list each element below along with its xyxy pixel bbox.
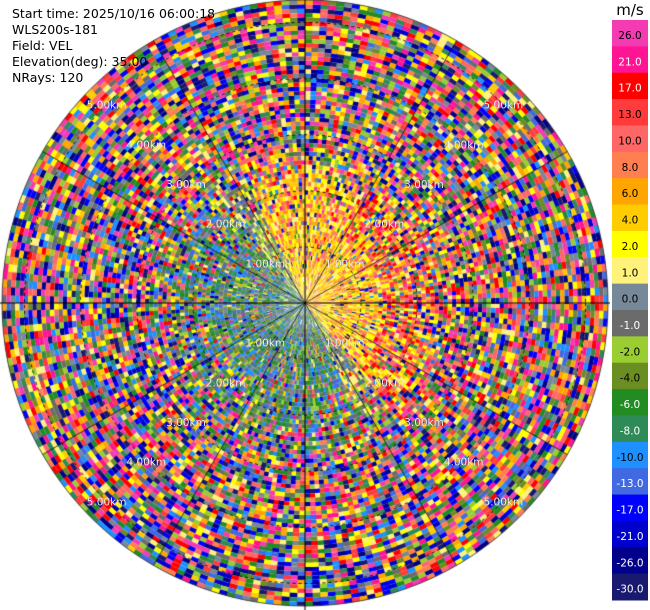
colorbar-tick-label: -4.0 — [620, 373, 641, 385]
elevation-label: Elevation(deg): 35.00 — [12, 54, 148, 69]
radar-ppi-plot — [0, 0, 610, 610]
colorbar-tick-label: -21.0 — [616, 531, 643, 543]
colorbar-unit: m/s — [616, 1, 644, 19]
colorbar-tick-label: -30.0 — [616, 584, 643, 596]
colorbar-segment — [612, 415, 648, 443]
colorbar-segment — [612, 72, 648, 100]
colorbar-segment — [612, 336, 648, 364]
colorbar-tick-label: 4.0 — [622, 215, 639, 227]
colorbar-segment — [612, 520, 648, 548]
colorbar-segment — [612, 46, 648, 74]
colorbar-segment — [612, 494, 648, 522]
colorbar-tick-label: 8.0 — [622, 162, 639, 174]
colorbar-segment — [612, 20, 648, 47]
colorbar-segment — [612, 230, 648, 258]
colorbar: m/s 26.0 21.0 17.0 13.0 10.0 8.0 6.0 4.0 2.0 1.0 0.… — [612, 1, 648, 601]
colorbar-tick-label: -1.0 — [620, 320, 641, 332]
colorbar-segment — [612, 283, 648, 311]
nrays-label: NRays: 120 — [12, 70, 84, 85]
colorbar-tick-label: -13.0 — [616, 478, 643, 490]
colorbar-tick-label: -8.0 — [620, 425, 641, 437]
colorbar-tick-label: -10.0 — [616, 452, 643, 464]
colorbar-segment — [612, 151, 648, 179]
colorbar-tick-label: 0.0 — [622, 294, 639, 306]
colorbar-tick-label: 10.0 — [618, 135, 641, 147]
colorbar-tick-label: 21.0 — [618, 56, 641, 68]
colorbar-segment — [612, 178, 648, 206]
colorbar-tick-label: -17.0 — [616, 505, 643, 517]
colorbar-tick-label: 1.0 — [622, 267, 639, 279]
colorbar-segment — [612, 547, 648, 575]
colorbar-segment — [612, 99, 648, 126]
colorbar-tick-label: 2.0 — [622, 241, 639, 253]
colorbar-segment — [612, 362, 648, 390]
colorbar-segment — [612, 204, 648, 232]
colorbar-segment — [612, 468, 648, 496]
start-time-label: Start time: 2025/10/16 06:00:18 — [12, 6, 216, 21]
colorbar-tick-label: -26.0 — [616, 557, 643, 569]
colorbar-segment — [612, 389, 648, 416]
colorbar-tick-label: 13.0 — [618, 109, 641, 121]
colorbar-segment — [612, 573, 648, 601]
colorbar-segment — [612, 125, 648, 153]
colorbar-segment — [612, 441, 648, 469]
colorbar-tick-label: 6.0 — [622, 188, 639, 200]
colorbar-tick-label: -2.0 — [620, 346, 641, 358]
colorbar-tick-label: 26.0 — [618, 30, 641, 42]
colorbar-segment — [612, 257, 648, 285]
colorbar-tick-label: -6.0 — [620, 399, 641, 411]
colorbar-tick-label: 17.0 — [618, 83, 641, 95]
info-panel: Start time: 2025/10/16 06:00:18 WLS200s-… — [12, 6, 215, 86]
field-label: Field: VEL — [12, 38, 73, 53]
colorbar-segment — [612, 310, 648, 337]
station-label: WLS200s-181 — [12, 22, 98, 37]
